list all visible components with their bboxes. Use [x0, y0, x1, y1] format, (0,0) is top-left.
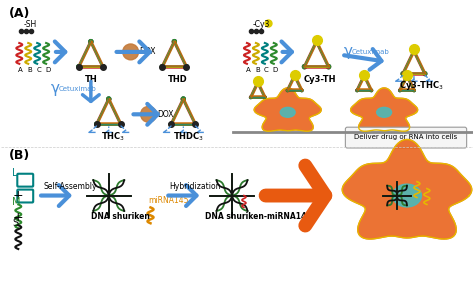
Text: D: D — [273, 67, 278, 73]
Text: A: A — [246, 67, 251, 73]
Polygon shape — [342, 140, 472, 239]
Text: S: S — [12, 218, 18, 228]
Circle shape — [123, 44, 138, 60]
Text: D: D — [45, 67, 50, 73]
Text: γ: γ — [343, 44, 352, 59]
Text: (A): (A) — [9, 7, 31, 20]
Text: (B): (B) — [9, 149, 31, 162]
Text: Cy3-THC$_3$: Cy3-THC$_3$ — [399, 78, 444, 91]
Text: B: B — [255, 67, 260, 73]
Ellipse shape — [280, 107, 295, 117]
Text: DOX: DOX — [139, 47, 156, 56]
Ellipse shape — [377, 107, 392, 117]
Ellipse shape — [392, 184, 421, 207]
Text: Cetuximab: Cetuximab — [351, 49, 389, 55]
Polygon shape — [351, 88, 418, 131]
Text: B: B — [27, 67, 32, 73]
Text: DNA shuriken: DNA shuriken — [91, 212, 150, 221]
Text: THDC$_3$: THDC$_3$ — [173, 130, 205, 143]
FancyBboxPatch shape — [346, 127, 466, 148]
Text: M: M — [12, 198, 21, 208]
Text: C: C — [36, 67, 41, 73]
Text: Cetuximab: Cetuximab — [59, 86, 97, 91]
Text: Cy3-TH: Cy3-TH — [304, 75, 336, 83]
Text: Self-Assembly: Self-Assembly — [43, 182, 97, 191]
Text: DOX: DOX — [157, 110, 174, 119]
Text: A: A — [18, 67, 23, 73]
Text: DNA shuriken-miRNA145: DNA shuriken-miRNA145 — [205, 212, 311, 221]
Text: -SH: -SH — [23, 20, 36, 29]
Text: Hybridization: Hybridization — [169, 182, 221, 191]
Circle shape — [141, 106, 156, 122]
Text: Deliver drug or RNA into cells: Deliver drug or RNA into cells — [355, 134, 457, 140]
Text: THD: THD — [167, 75, 187, 83]
Text: +: + — [13, 211, 24, 224]
Polygon shape — [254, 88, 321, 131]
Text: L: L — [12, 168, 18, 178]
Text: γ: γ — [51, 81, 60, 96]
Text: C: C — [264, 67, 269, 73]
Text: miRNA145: miRNA145 — [148, 196, 189, 206]
Text: +: + — [13, 188, 24, 201]
Text: -Cy3: -Cy3 — [253, 20, 270, 29]
Text: THC$_3$: THC$_3$ — [101, 130, 125, 143]
Text: TH: TH — [85, 75, 98, 83]
